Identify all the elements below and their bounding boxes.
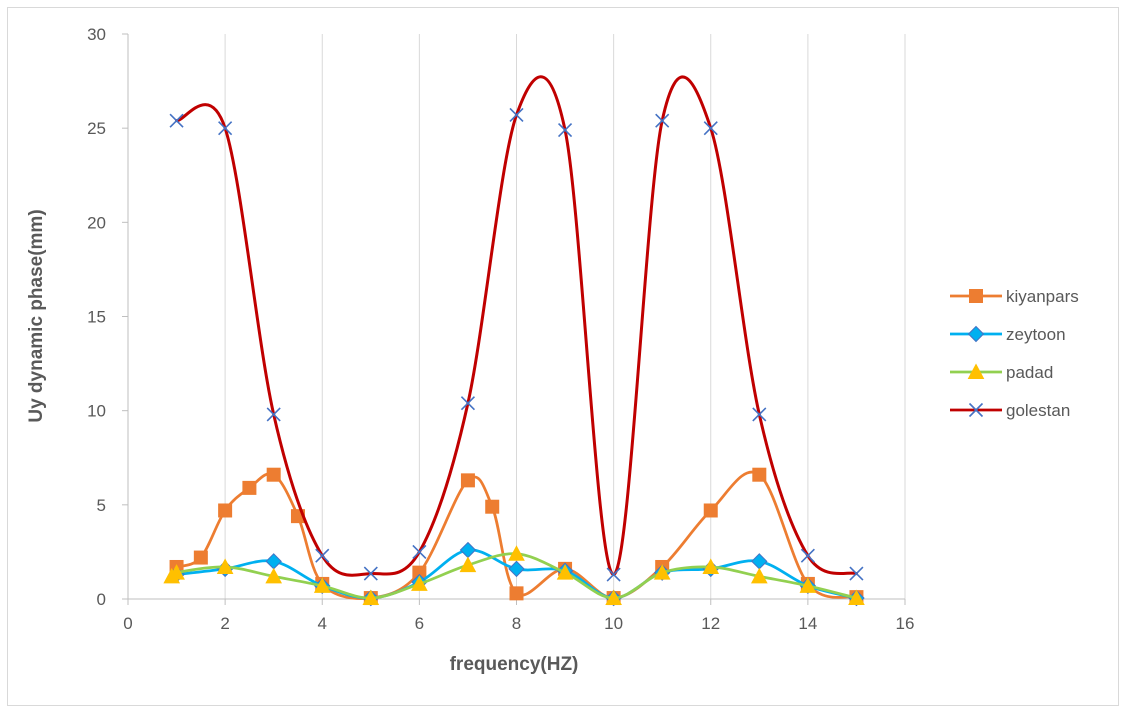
data-point-kiyanpars xyxy=(752,467,767,482)
data-point-padad xyxy=(702,558,720,574)
data-point-padad xyxy=(508,545,525,561)
x-tick-label: 4 xyxy=(318,614,327,633)
legend-marker-padad xyxy=(967,363,985,379)
y-tick-label: 30 xyxy=(87,25,106,44)
legend-marker-zeytoon xyxy=(967,325,985,343)
data-point-kiyanpars xyxy=(242,480,257,495)
data-point-golestan xyxy=(509,107,524,123)
legend-marker-golestan xyxy=(968,402,984,418)
x-tick-label: 10 xyxy=(604,614,623,633)
y-tick-label: 5 xyxy=(97,496,106,515)
data-point-padad xyxy=(168,564,185,580)
legend: kiyanpars zeytoon padad golestan xyxy=(950,287,1079,420)
legend-label-kiyanpars: kiyanpars xyxy=(1006,287,1079,306)
legend-item-zeytoon: zeytoon xyxy=(950,325,1066,344)
x-tick-label: 6 xyxy=(415,614,424,633)
data-point-padad xyxy=(556,564,574,580)
x-tick-label: 8 xyxy=(512,614,521,633)
y-tick-label: 0 xyxy=(97,590,106,609)
y-tick-label: 25 xyxy=(87,119,106,138)
series-padad xyxy=(163,545,865,606)
data-point-kiyanpars xyxy=(485,499,500,514)
series-golestan xyxy=(169,75,864,582)
tick-label-layer: 0 2 4 6 8 10 12 14 16 0 5 10 15 20 25 30 xyxy=(87,25,914,633)
data-point-golestan xyxy=(218,121,233,136)
x-axis-title: frequency(HZ) xyxy=(450,654,579,675)
data-point-kiyanpars xyxy=(509,586,524,601)
data-point-padad xyxy=(605,589,622,606)
data-point-golestan xyxy=(606,567,621,582)
data-point-padad xyxy=(750,567,768,584)
data-point-padad xyxy=(799,577,817,593)
legend-item-golestan: golestan xyxy=(950,401,1070,420)
data-point-golestan xyxy=(703,121,718,136)
legend-label-zeytoon: zeytoon xyxy=(1006,325,1066,344)
y-tick-label: 15 xyxy=(87,308,106,327)
data-point-golestan xyxy=(315,548,330,563)
data-point-golestan xyxy=(460,396,476,411)
series-line-golestan xyxy=(175,75,858,577)
x-tick-label: 14 xyxy=(798,614,817,633)
data-point-padad xyxy=(653,564,671,580)
data-point-golestan xyxy=(849,566,864,581)
x-tick-label: 16 xyxy=(896,614,915,633)
data-point-golestan xyxy=(363,566,378,581)
data-point-padad xyxy=(216,558,234,574)
data-point-padad xyxy=(362,589,380,606)
data-point-padad xyxy=(459,556,477,573)
data-point-kiyanpars xyxy=(703,503,718,518)
data-point-golestan xyxy=(169,113,184,128)
legend-item-kiyanpars: kiyanpars xyxy=(950,287,1079,306)
data-point-padad xyxy=(848,589,865,606)
data-point-golestan xyxy=(752,407,767,422)
data-point-kiyanpars xyxy=(266,467,281,482)
legend-marker-kiyanpars xyxy=(969,289,983,303)
data-point-golestan xyxy=(557,122,573,138)
y-tick-label: 20 xyxy=(87,213,106,232)
y-axis-title: Uy dynamic phase(mm) xyxy=(26,209,47,422)
legend-label-golestan: golestan xyxy=(1006,401,1070,420)
data-point-kiyanpars xyxy=(193,550,208,565)
data-point-padad xyxy=(313,577,331,593)
data-point-golestan xyxy=(266,407,281,422)
data-point-padad xyxy=(265,567,283,584)
data-point-kiyanpars xyxy=(460,473,475,488)
chart-area-border xyxy=(7,7,1119,706)
legend-label-padad: padad xyxy=(1006,363,1053,382)
data-point-zeytoon xyxy=(508,560,525,578)
data-point-golestan xyxy=(655,113,670,128)
data-point-kiyanpars xyxy=(218,503,233,518)
series-layer xyxy=(163,75,865,607)
x-tick-label: 12 xyxy=(701,614,720,633)
series-line-padad xyxy=(169,552,858,600)
data-point-padad xyxy=(411,575,428,591)
data-point-golestan xyxy=(412,544,427,559)
y-tick-label: 10 xyxy=(87,402,106,421)
x-tick-label: 2 xyxy=(220,614,229,633)
legend-item-padad: padad xyxy=(950,363,1053,382)
data-point-golestan xyxy=(800,548,815,563)
x-tick-label: 0 xyxy=(123,614,132,633)
